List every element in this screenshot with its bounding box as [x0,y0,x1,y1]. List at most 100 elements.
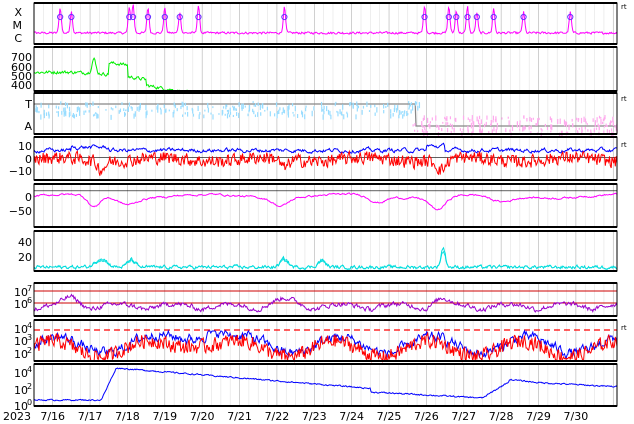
flare-marker [520,13,527,21]
sector-point [594,124,596,127]
sector-point [467,129,469,133]
y-tick-exponent: 0 [27,398,32,407]
sector-point [609,122,611,126]
sector-point [294,105,296,112]
sector-point [473,121,475,127]
sector-point [229,107,231,112]
sector-point [544,123,546,127]
sector-point [157,107,159,113]
sector-point [361,109,363,115]
sector-point [43,109,45,116]
flare-marker [421,13,428,21]
sector-point [523,115,525,118]
y-tick-exponent: 4 [27,321,32,330]
sector-point [235,108,237,112]
sector-point [467,125,469,131]
sector-point [480,119,482,125]
dst-series [33,192,618,211]
y-tick-exponent: 2 [27,382,32,391]
sector-point [92,101,94,106]
sector-point [184,102,186,106]
sector-point [485,121,487,126]
sector-point [508,120,510,126]
y-tick-label: 500 [11,70,32,83]
sector-point [75,113,78,117]
sector-point [530,118,533,122]
sector-point [398,114,400,119]
sector-point [486,115,488,120]
sector-point [495,129,497,133]
sector-point [136,106,138,111]
sector-point [462,115,465,120]
sector-point [565,121,567,126]
sector-point [600,116,602,119]
sector-point [493,126,495,132]
sector-point [68,106,71,112]
sector-point [64,102,67,107]
sector-point [133,113,135,119]
sector-point [48,113,50,119]
y-tick-label: 10 [14,348,28,361]
sector-point [592,118,594,122]
y-tick-label: −10 [9,165,32,178]
sector-point [496,122,499,127]
sector-point [603,117,605,121]
x-tick-label: 7/16 [40,410,65,423]
sector-point [222,106,225,109]
side-marker: rt [621,95,627,103]
x-tick-label: 7/24 [339,410,364,423]
sector-point [282,107,284,113]
sector-point [242,103,244,109]
panel-frames [33,2,618,407]
sector-point [567,131,569,135]
sector-point [445,117,447,121]
sector-point [472,125,474,127]
sector-point [551,124,553,131]
sector-point [414,123,416,126]
sector-point [536,123,538,126]
sector-point [356,104,358,107]
sector-point [164,109,166,114]
sector-point [48,104,50,109]
sector-point [287,112,290,118]
y-tick-label: 10 [14,323,28,336]
sector-point [252,108,254,113]
sector-point [477,119,480,125]
sector-point [55,105,57,109]
sector-point [287,109,289,115]
sector-point [597,123,599,127]
side-marker: rt [621,3,627,11]
sector-point [352,105,354,109]
sector-point [491,129,493,133]
sector-point [454,118,456,121]
sector-point [352,102,354,108]
sector-point [228,114,231,118]
y-tick-label: 10 [14,400,28,413]
sector-point [342,104,344,110]
sector-point [418,103,421,109]
sector-point [557,119,559,125]
sector-point [199,112,201,115]
sector-point [335,101,337,104]
sector-point [509,129,511,133]
sector-point [438,128,440,130]
y-tick-exponent: 2 [27,346,32,355]
sector-point [191,107,193,111]
sector-point [610,128,613,132]
sector-point [125,109,127,112]
sector-point [488,131,490,134]
sector-point [235,112,238,116]
sector-point [528,125,530,130]
sector-point [156,106,158,110]
sector-point [330,114,332,120]
sector-point [472,130,474,135]
sector-point [126,108,129,111]
x-tick-label: 7/21 [227,410,252,423]
sector-point [94,113,96,116]
sector-point [260,112,262,116]
sector-point [86,102,88,108]
sector-point [291,103,294,107]
sector-point [97,106,99,109]
y-tick-label: 0 [25,153,32,166]
sector-point [329,110,331,116]
